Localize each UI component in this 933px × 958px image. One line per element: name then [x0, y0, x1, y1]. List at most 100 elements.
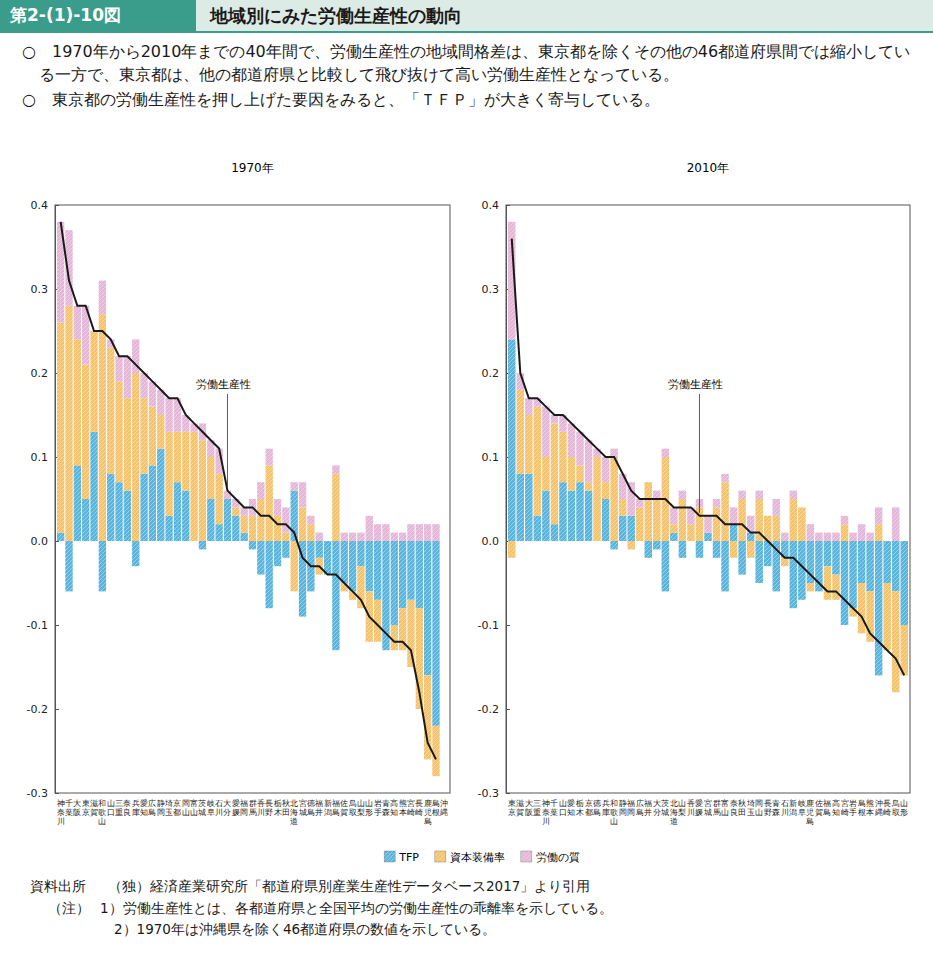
category-label: 奈良	[123, 798, 131, 817]
line	[512, 239, 904, 676]
category-label: 岩手	[374, 798, 382, 817]
bar	[257, 541, 264, 575]
tick-label: 0.0	[31, 535, 49, 548]
y-axis: -0.3-0.2-0.10.00.10.20.30.4	[27, 199, 59, 800]
category-label: 島根	[432, 798, 440, 817]
tick: 0.1	[31, 451, 60, 464]
bar	[124, 398, 131, 490]
bar	[773, 499, 781, 516]
category-label: 和歌山	[98, 798, 106, 826]
tick-label: 0.4	[31, 199, 49, 212]
bar	[124, 356, 131, 398]
bar	[875, 524, 883, 541]
bar	[534, 516, 542, 541]
bar	[399, 533, 406, 541]
category-label: 新潟	[789, 798, 797, 817]
category-label: 高知	[832, 798, 840, 817]
bar	[508, 339, 516, 541]
tick-label: 0.0	[482, 535, 500, 548]
category-label: 京都	[585, 798, 593, 817]
bar	[841, 524, 849, 541]
tick-mark	[506, 625, 510, 626]
category-label: 栃木	[576, 798, 584, 817]
note: 資料出所	[30, 878, 86, 896]
category-label: 鳥取	[891, 798, 900, 817]
tick: -0.3	[27, 787, 59, 800]
bar	[65, 306, 72, 541]
tick: 0.0	[31, 535, 60, 548]
tick-label: -0.1	[27, 619, 48, 632]
bar-series	[57, 432, 440, 726]
bar	[755, 541, 763, 583]
bar	[551, 415, 559, 423]
category-label: 愛媛	[232, 798, 240, 817]
bar	[773, 516, 781, 541]
line	[61, 222, 436, 760]
bar	[900, 625, 908, 675]
bar	[266, 541, 273, 608]
note: 2）1970年は沖縄県を除く46都道府県の数値を示している。	[114, 921, 496, 939]
bar	[559, 482, 567, 541]
category-label: 東京	[82, 798, 90, 817]
category-label: 広島	[148, 798, 156, 817]
bar	[282, 533, 289, 541]
bar	[165, 516, 172, 541]
bar	[115, 482, 122, 541]
legend-swatch	[435, 851, 446, 862]
bar	[90, 541, 97, 542]
bar	[662, 449, 670, 457]
tick-label: -0.3	[478, 787, 499, 800]
bar	[157, 449, 164, 541]
bar	[627, 541, 635, 549]
bar	[149, 465, 156, 541]
bar	[74, 339, 81, 465]
tick-mark	[506, 709, 510, 710]
category-label: 岐阜	[798, 798, 806, 817]
legend-item: 労働の質	[521, 851, 580, 864]
bar	[866, 533, 874, 541]
bar	[291, 541, 298, 591]
bar	[182, 432, 189, 491]
category-label: 長野	[265, 798, 273, 817]
bar	[653, 499, 661, 541]
category-label: 熊本	[399, 798, 407, 817]
bar	[619, 516, 627, 541]
bar	[798, 541, 806, 542]
bar	[687, 524, 695, 541]
bar	[525, 474, 533, 541]
category-label: 長崎	[883, 798, 891, 817]
plot-frame	[506, 205, 910, 793]
bar	[866, 541, 874, 591]
category-label: 北海道	[670, 798, 678, 826]
bar	[747, 541, 755, 558]
category-label: 宮崎	[841, 798, 849, 817]
bar	[798, 507, 806, 541]
bar	[416, 541, 423, 608]
category-label: 神奈川	[542, 798, 550, 826]
bar	[585, 482, 593, 490]
legend-label: 労働の質	[536, 851, 580, 864]
bar	[704, 541, 712, 542]
legend-swatch	[521, 851, 532, 862]
category-label: 長崎	[415, 798, 423, 817]
bar	[730, 507, 738, 524]
category-label: 愛知	[567, 798, 575, 817]
category-label: 福岡	[240, 798, 248, 817]
bar	[174, 482, 181, 541]
bar	[832, 533, 840, 541]
bar	[517, 474, 525, 541]
bar	[99, 281, 106, 315]
category-label: 山梨	[357, 798, 365, 817]
tick: -0.2	[478, 703, 510, 716]
category-label: 滋賀	[516, 798, 524, 817]
bar	[610, 457, 618, 541]
bar	[240, 533, 247, 541]
bar	[382, 524, 389, 541]
bar	[542, 457, 550, 491]
legend-label: 資本装備率	[450, 851, 505, 864]
bar	[534, 407, 542, 516]
bar	[508, 541, 516, 558]
bar	[815, 533, 823, 541]
bar	[266, 465, 273, 541]
bar	[892, 591, 900, 692]
